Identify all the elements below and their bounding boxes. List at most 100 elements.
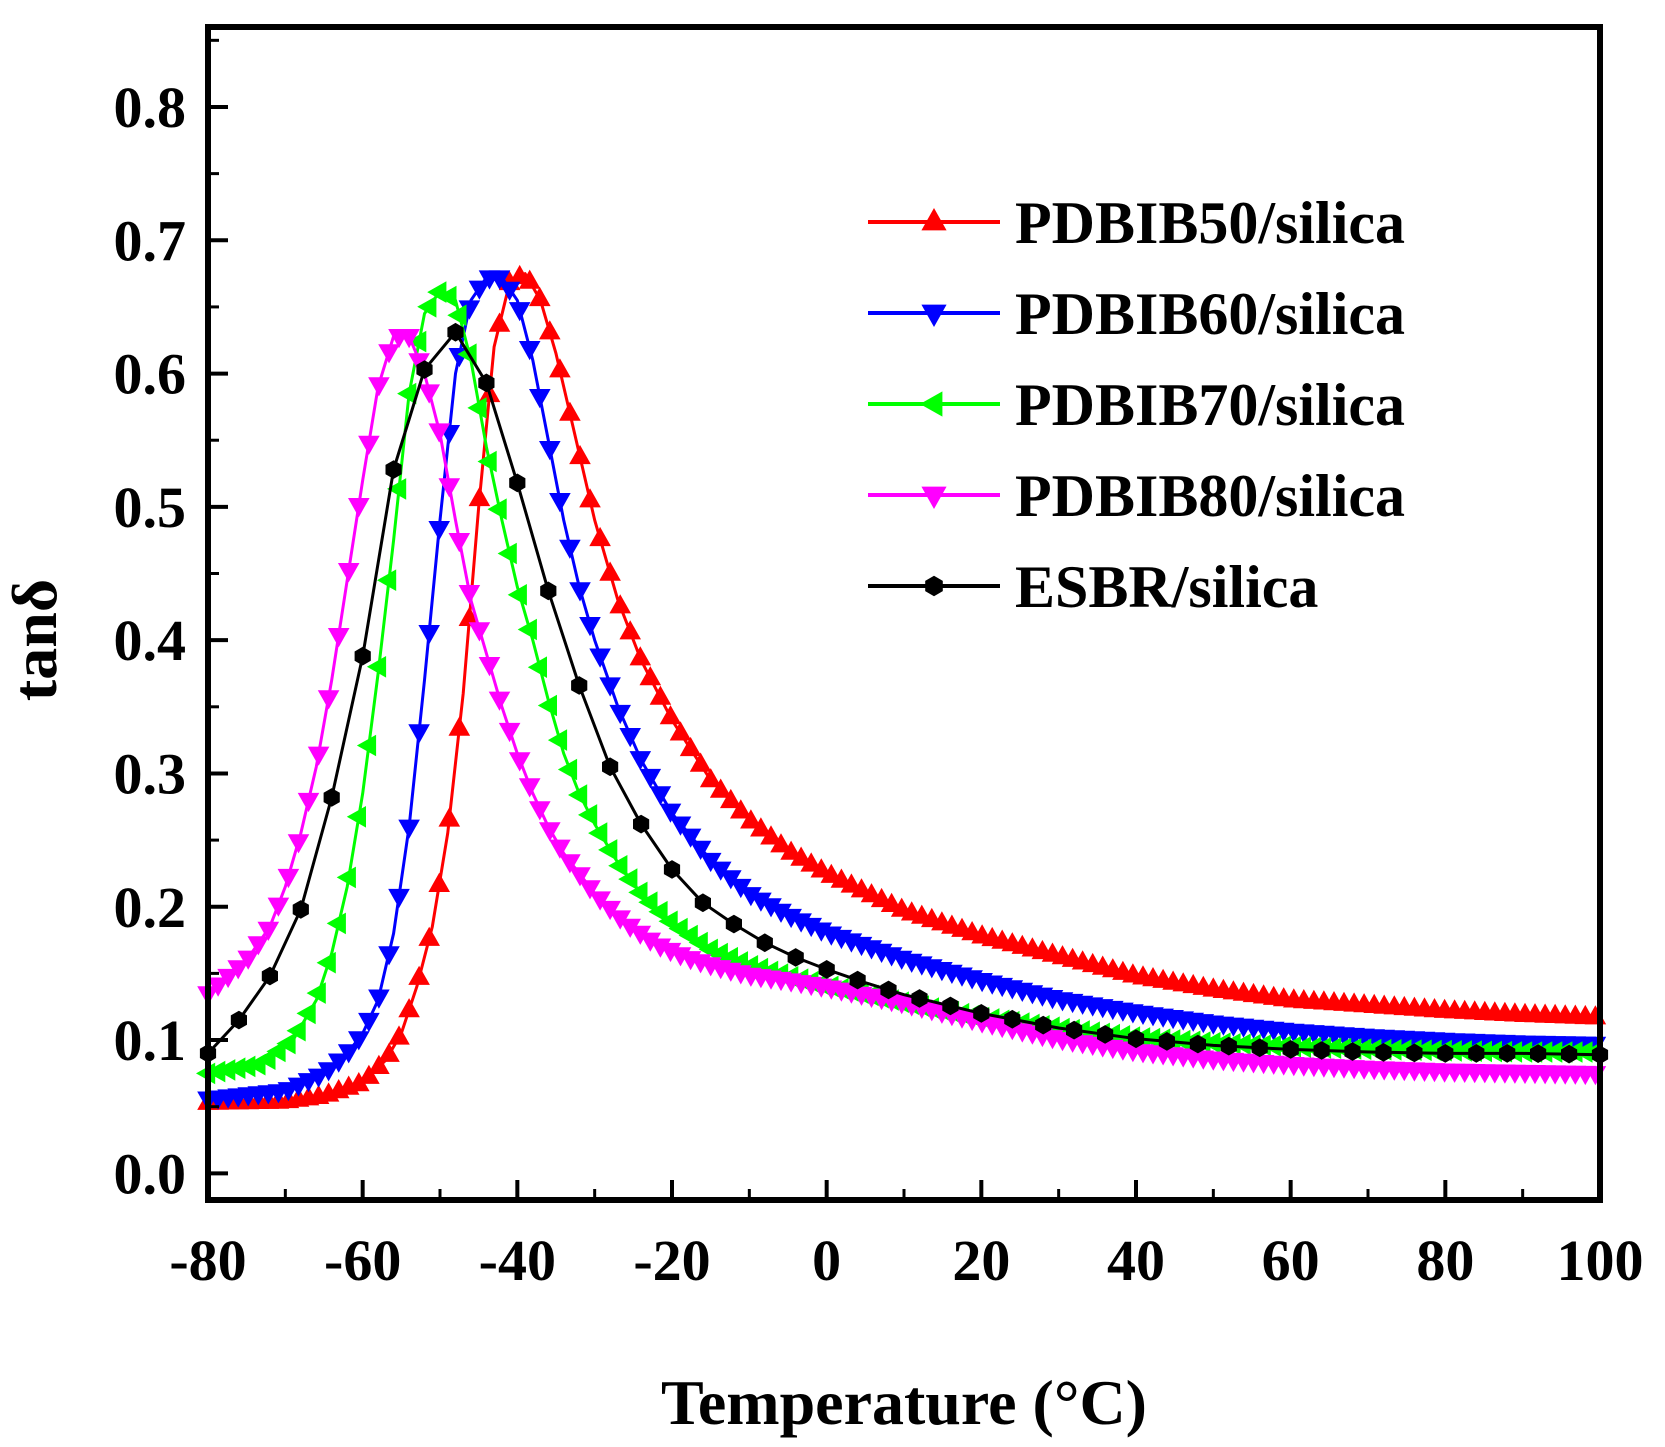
data-point [770, 903, 792, 923]
data-point [348, 498, 370, 518]
y-tick-label: 0.3 [114, 741, 187, 806]
y-tick-label: 0.5 [114, 475, 187, 540]
data-point [589, 526, 611, 547]
data-point [709, 778, 732, 798]
series-pdbib60-silica [197, 270, 1607, 1111]
data-point [237, 950, 259, 970]
data-point [448, 533, 471, 553]
series-esbr-silica [199, 322, 1609, 1065]
data-point [618, 868, 638, 890]
data-point [579, 617, 601, 637]
data-point [296, 1002, 316, 1025]
data-point [638, 891, 658, 913]
data-point [1468, 1044, 1485, 1063]
data-point [397, 382, 417, 405]
data-point [720, 788, 742, 809]
data-point [1499, 1044, 1516, 1063]
data-point [1231, 1033, 1251, 1056]
data-point [559, 401, 581, 421]
data-point [629, 751, 652, 771]
data-point [227, 960, 249, 980]
data-point [306, 982, 326, 1004]
y-tick-label: 0.4 [114, 608, 187, 673]
ticks-layer: -80 -60 -40 -20 0 20 40 60 80 100 0.0 0.1 0.2 0.3 0.4 0… [114, 38, 1644, 1293]
data-point [326, 912, 346, 935]
y-tick-label: 0.6 [114, 342, 187, 407]
data-point [398, 819, 420, 839]
data-point [1352, 1038, 1372, 1060]
data-point [416, 360, 433, 379]
data-point [316, 951, 336, 974]
data-point [633, 814, 650, 834]
data-point [387, 478, 407, 500]
data-point [307, 746, 330, 766]
data-point [323, 788, 340, 807]
data-point [880, 980, 897, 1000]
data-point [468, 486, 491, 507]
data-point [639, 768, 662, 789]
data-point [549, 358, 571, 378]
data-point [549, 493, 571, 513]
data-point [336, 866, 356, 889]
data-point [1482, 1040, 1502, 1063]
data-point [529, 286, 551, 307]
data-point [578, 804, 598, 826]
data-point [679, 736, 702, 757]
data-point [639, 932, 662, 952]
data-point [619, 918, 641, 938]
data-point [467, 397, 487, 419]
data-point [756, 933, 773, 953]
data-point [247, 936, 270, 956]
data-point [508, 302, 531, 322]
data-point [317, 690, 340, 710]
data-point [557, 758, 578, 781]
data-point [378, 1042, 400, 1062]
data-point [276, 1032, 296, 1055]
data-point [599, 677, 621, 697]
data-point [1422, 1039, 1442, 1062]
data-point [760, 825, 782, 845]
data-point [679, 828, 702, 848]
legend-item: PDBIB80/silica [868, 463, 1405, 529]
data-point [226, 1057, 246, 1079]
data-point [487, 498, 507, 520]
data-point [346, 806, 366, 828]
data-point [588, 822, 608, 844]
data-point [297, 792, 320, 813]
data-point [358, 1064, 380, 1084]
data-point [286, 1019, 306, 1042]
data-point [1406, 1043, 1423, 1063]
data-point [366, 656, 387, 678]
data-point [689, 840, 712, 860]
data-point [539, 441, 561, 461]
data-point [1158, 1032, 1175, 1051]
data-point [498, 281, 521, 301]
data-point [488, 270, 511, 290]
data-point [438, 807, 461, 827]
data-point [518, 341, 541, 361]
data-point [337, 1044, 360, 1064]
data-point [1561, 1044, 1578, 1064]
data-point [508, 752, 531, 772]
data-point [1543, 1041, 1563, 1063]
series-pdbib50-silica [197, 264, 1607, 1110]
legend-label: PDBIB50/silica [1015, 190, 1405, 256]
data-point [540, 581, 557, 601]
data-point [1452, 1040, 1472, 1062]
data-point [1171, 1029, 1191, 1052]
x-tick-label: 20 [952, 1228, 1010, 1293]
data-point [358, 1012, 380, 1033]
y-tick-label: 0.1 [114, 1008, 187, 1073]
data-point [368, 1054, 390, 1074]
data-point [569, 444, 591, 465]
data-point [608, 855, 628, 877]
data-point [1291, 1036, 1311, 1058]
data-point [787, 948, 804, 967]
legend-label: PDBIB70/silica [1015, 372, 1405, 438]
data-point [629, 646, 652, 666]
data-point [207, 977, 229, 997]
data-point [458, 300, 481, 320]
data-point [539, 320, 561, 340]
data-point [569, 582, 591, 602]
data-point [1344, 1042, 1361, 1061]
